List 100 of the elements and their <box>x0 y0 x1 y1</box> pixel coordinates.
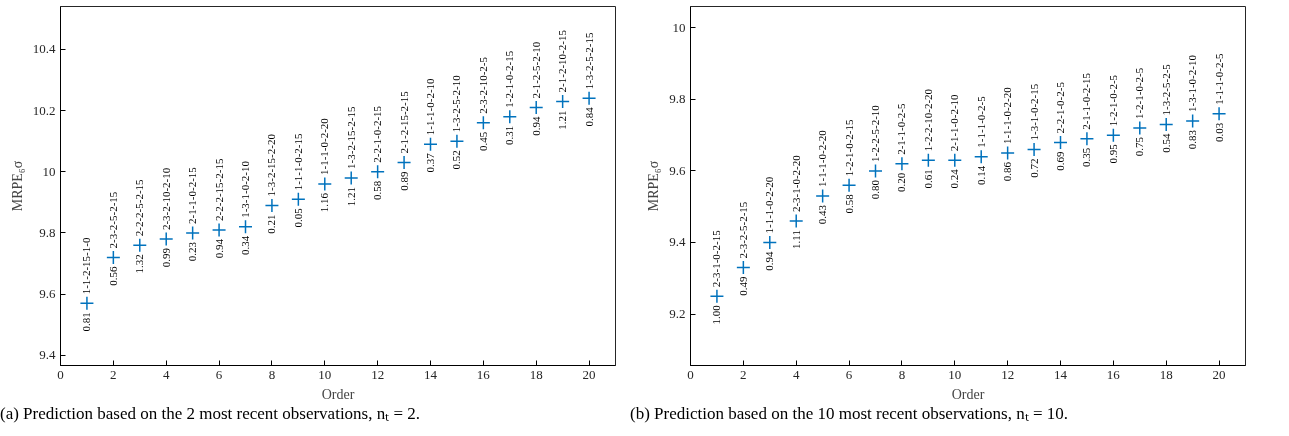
annotation: 0.89 <box>397 171 410 191</box>
point <box>1026 142 1042 157</box>
annotation: 1.21 <box>556 110 569 130</box>
point <box>211 222 227 238</box>
point <box>132 237 148 253</box>
annotation: 1-1-1-0-2-20 <box>816 129 829 188</box>
x-tick-label: 12 <box>371 366 385 382</box>
y-tick-label: 9.6 <box>669 162 686 178</box>
point <box>502 109 518 124</box>
y-tick-label: 10 <box>672 19 686 35</box>
annotation: 0.61 <box>921 169 934 189</box>
y-tick-label: 9.4 <box>669 234 686 250</box>
x-axis-title: Order <box>951 386 985 402</box>
y-tick-label: 9.8 <box>669 91 686 107</box>
annotation: 1-3-2-5-2-15 <box>582 32 595 90</box>
annotation: 0.03 <box>1212 122 1225 143</box>
point <box>736 260 751 275</box>
point <box>841 178 857 193</box>
point <box>788 213 804 229</box>
annotation: 2-3-2-5-2-15 <box>736 201 749 259</box>
annotation: 1-2-2-10-2-20 <box>921 88 934 152</box>
annotation: 1-3-1-0-2-10 <box>1186 54 1199 112</box>
y-tick-label: 10.2 <box>32 102 56 118</box>
x-tick-label: 4 <box>162 366 170 382</box>
point <box>291 192 306 207</box>
x-tick-label: 12 <box>1001 366 1015 382</box>
x-tick-label: 0 <box>687 366 694 382</box>
annotation: 2-3-2-5-2-15 <box>106 191 119 249</box>
annotation: 2-1-1-0-2-15 <box>186 166 199 224</box>
x-tick-label: 14 <box>1054 366 1068 382</box>
y-tick-label: 10 <box>42 163 56 179</box>
point <box>1132 120 1148 136</box>
annotation: 1-2-1-0-2-15 <box>842 118 855 177</box>
annotation: 1-3-2-5-2-5 <box>1159 63 1172 116</box>
point <box>317 176 333 192</box>
annotation: 0.81 <box>80 312 93 332</box>
point <box>868 163 883 179</box>
y-tick-label: 9.2 <box>669 306 686 322</box>
point <box>106 250 121 265</box>
annotation: 0.94 <box>529 116 542 136</box>
annotation: 1-2-2-5-2-10 <box>869 104 881 162</box>
annotation: 0.52 <box>450 150 463 170</box>
point <box>762 235 778 250</box>
annotation: 1.11 <box>789 230 802 249</box>
x-tick-label: 6 <box>845 366 853 382</box>
point <box>581 91 597 106</box>
annotation: 1.32 <box>133 254 146 274</box>
annotation: 2-3-2-10-2-5 <box>476 56 489 114</box>
point <box>1000 145 1015 161</box>
point <box>921 153 936 168</box>
annotation: 0.54 <box>1159 133 1172 153</box>
y-tick-label: 10.4 <box>32 41 56 57</box>
point <box>555 94 570 109</box>
point <box>423 136 438 152</box>
x-tick-label: 20 <box>1212 366 1226 382</box>
point <box>528 100 544 115</box>
annotation: 1-3-2-15-2-20 <box>265 133 278 197</box>
annotation: 1-1-1-0-2-5 <box>974 95 987 148</box>
annotation: 2-2-1-0-2-5 <box>1054 81 1066 134</box>
annotation: 2-1-2-10-2-15 <box>556 29 569 93</box>
annotation: 2-1-2-5-2-10 <box>529 41 542 99</box>
annotation: 0.37 <box>424 152 436 173</box>
point <box>894 156 910 172</box>
annotation: 1-1-1-0-2-5 <box>1212 52 1225 105</box>
annotation: 2-1-1-0-2-15 <box>1080 72 1093 130</box>
point <box>185 225 200 241</box>
point <box>1053 135 1068 150</box>
y-tick-label: 9.6 <box>39 286 56 302</box>
annotation: 2-2-2-15-2-15 <box>212 158 225 221</box>
point <box>396 155 412 170</box>
point <box>158 231 174 247</box>
text: (a) Prediction based on the 2 most recent observations, nₜ = 2. <box>0 404 421 425</box>
annotation: 1-1-1-0-2-20 <box>1001 86 1014 145</box>
x-tick-label: 14 <box>424 366 438 382</box>
annotation: 0.69 <box>1054 150 1066 171</box>
annotation: 0.24 <box>948 168 961 189</box>
annotation: 0.14 <box>974 165 987 185</box>
annotation: 0.34 <box>239 235 251 256</box>
annotation: 0.72 <box>1027 158 1040 178</box>
point <box>343 170 359 186</box>
annotation: 0.94 <box>212 238 225 259</box>
annotation: 0.43 <box>816 204 829 225</box>
annotation: 1-3-2-5-2-10 <box>450 74 463 133</box>
annotation: 1.21 <box>344 186 357 207</box>
y-tick-label: 9.8 <box>39 224 56 240</box>
x-tick-label: 8 <box>268 366 276 382</box>
annotation: 1-3-1-0-2-15 <box>1027 83 1040 141</box>
annotation: 1-1-2-15-1-0 <box>80 237 93 295</box>
annotation: 1-1-1-0-2-15 <box>291 133 304 191</box>
point <box>370 164 385 180</box>
annotation: 2-1-2-15-2-15 <box>397 90 410 154</box>
annotation: 0.83 <box>1186 129 1199 150</box>
point <box>1158 117 1174 132</box>
annotation: 1-1-1-0-2-20 <box>763 176 776 234</box>
x-tick-label: 20 <box>582 366 596 382</box>
y-axis-title: MRPE₆σ <box>646 160 662 212</box>
annotation: 0.56 <box>106 265 119 286</box>
point <box>1185 113 1200 129</box>
x-tick-label: 4 <box>792 366 800 382</box>
x-tick-label: 2 <box>740 366 747 382</box>
